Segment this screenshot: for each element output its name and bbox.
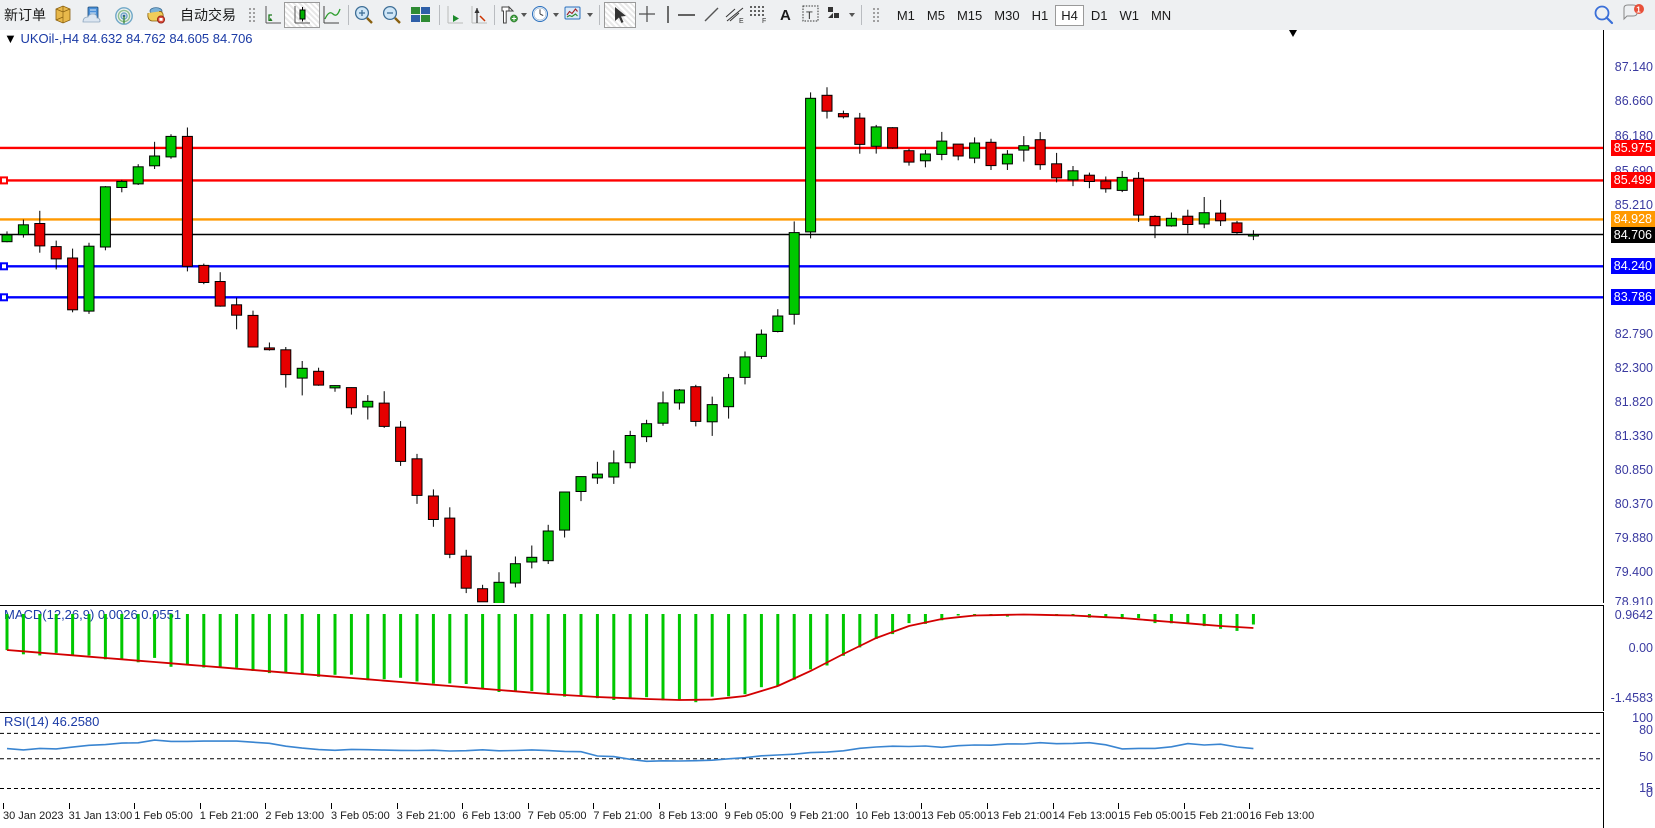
svg-text:T: T <box>806 10 813 22</box>
svg-text:1: 1 <box>1636 5 1641 14</box>
svg-text:F: F <box>762 18 766 25</box>
svg-text:E: E <box>739 18 744 25</box>
